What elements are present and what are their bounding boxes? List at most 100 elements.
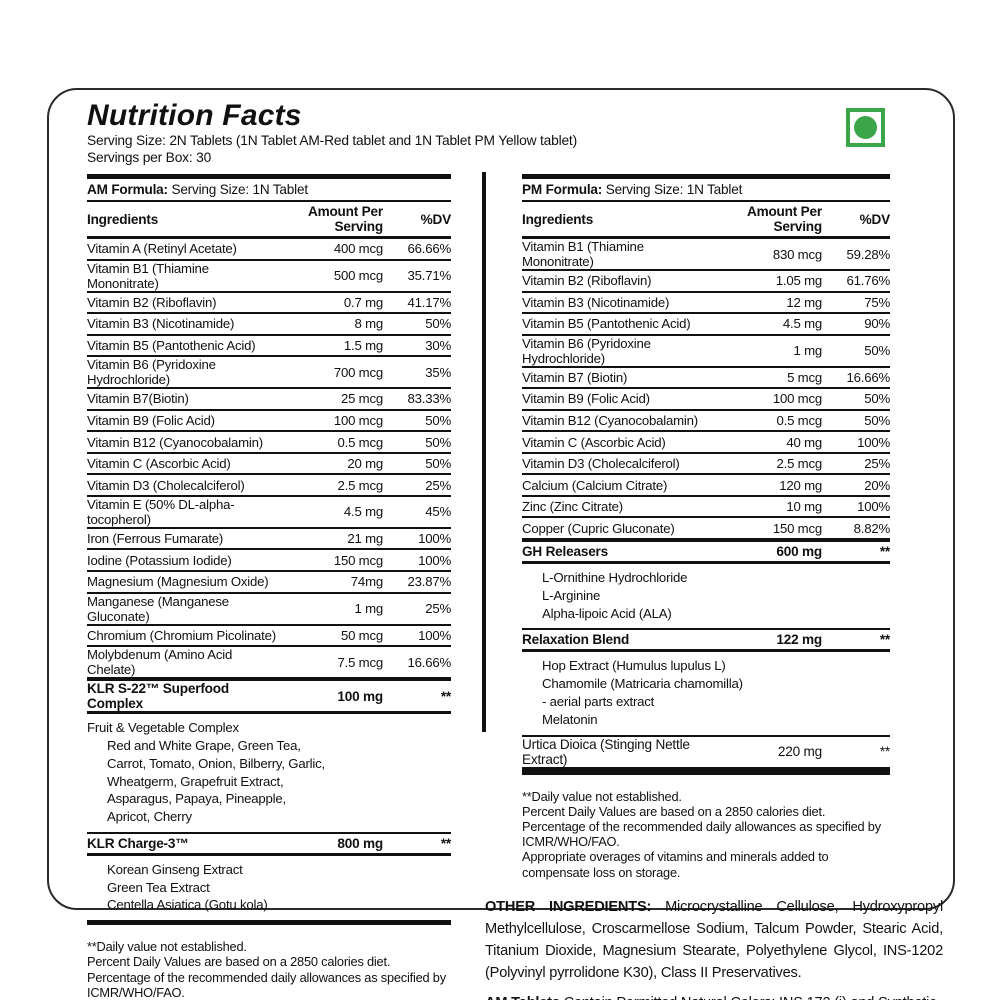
am-column-headers: Ingredients Amount Per Serving %DV bbox=[87, 202, 451, 239]
complex-header-row: KLR Charge-3™ 800 mg ** bbox=[87, 831, 451, 856]
ingredient-name: Vitamin B1 (Thiamine Mononitrate) bbox=[522, 239, 644, 269]
ingredient-name: Vitamin E (50% DL-alpha-tocopherol) bbox=[87, 496, 235, 527]
ingredient-name: Manganese (Manganese Gluconate) bbox=[87, 593, 229, 624]
ingredient-dv: 16.66% bbox=[407, 654, 451, 670]
dv-header: %DV bbox=[859, 211, 891, 227]
table-row: Vitamin B1 (Thiamine Mononitrate) 500 mcg… bbox=[87, 261, 451, 293]
footnote-line: Percentage of the recommended daily allo… bbox=[522, 819, 881, 850]
sub-ingredient: Centella Asiatica (Gotu kola) bbox=[107, 897, 268, 913]
ingredient-name: Iodine (Potassium Iodide) bbox=[87, 552, 232, 568]
table-row: Chromium (Chromium Picolinate) 50 mcg 100% bbox=[87, 626, 451, 648]
pm-column-headers: Ingredients Amount Per Serving %DV bbox=[522, 202, 890, 239]
complex-name: Urtica Dioica (Stinging Nettle Extract) bbox=[522, 736, 690, 767]
ingredient-amount: 40 mg bbox=[786, 434, 822, 450]
ingredient-dv: 23.87% bbox=[407, 574, 451, 590]
page-title: Nutrition Facts bbox=[87, 99, 302, 132]
ingredient-name: Vitamin B6 (Pyridoxine Hydrochloride) bbox=[87, 357, 216, 388]
table-top-rule bbox=[522, 174, 890, 179]
pm-formula-label: PM Formula: bbox=[522, 182, 603, 197]
ingredient-dv: 35.71% bbox=[407, 268, 451, 284]
footnote-line: Appropriate overages of vitamins and min… bbox=[522, 849, 829, 880]
complex-header-row: KLR S-22™ Superfood Complex 100 mg ** bbox=[87, 679, 451, 715]
ingredient-dv: 45% bbox=[425, 504, 451, 520]
ingredient-amount: 20 mg bbox=[347, 456, 383, 472]
table-row: Vitamin B1 (Thiamine Mononitrate) 830 mcg… bbox=[522, 239, 890, 271]
ingredient-amount: 0.5 mcg bbox=[776, 413, 822, 428]
ingredient-dv: 25% bbox=[425, 477, 451, 493]
label-header: Nutrition Facts Serving Size: 2N Tablets… bbox=[87, 100, 807, 166]
other-ingredients-label: OTHER INGREDIENTS: bbox=[485, 898, 652, 915]
ingredient-name: Molybdenum (Amino Acid Chelate) bbox=[87, 647, 233, 678]
table-row: Vitamin B2 (Riboflavin) 1.05 mg 61.76% bbox=[522, 271, 890, 293]
ingredients-header: Ingredients bbox=[522, 211, 594, 227]
ingredient-name: Copper (Cupric Gluconate) bbox=[522, 520, 675, 536]
ingredient-dv: 25% bbox=[864, 456, 890, 472]
table-row: Vitamin B5 (Pantothenic Acid) 4.5 mg 90% bbox=[522, 314, 890, 336]
table-row: Vitamin B5 (Pantothenic Acid) 1.5 mg 30% bbox=[87, 336, 451, 358]
table-row: Vitamin B12 (Cyanocobalamin) 0.5 mcg 50% bbox=[87, 432, 451, 454]
ingredient-name: Vitamin B9 (Folic Acid) bbox=[522, 391, 650, 407]
ingredient-amount: 100 mcg bbox=[772, 391, 822, 407]
complex-header-row: Relaxation Blend 122 mg ** bbox=[522, 628, 890, 653]
complex-amount: 800 mg bbox=[337, 835, 383, 851]
footnote-line: **Daily value not established. bbox=[522, 788, 682, 804]
ingredient-name: Vitamin B12 (Cyanocobalamin) bbox=[522, 413, 698, 428]
ingredient-amount: 50 mcg bbox=[340, 627, 383, 643]
amount-header: Amount Per Serving bbox=[746, 204, 822, 234]
complex-name: GH Releasers bbox=[522, 544, 609, 560]
complex-amount: 100 mg bbox=[337, 688, 383, 704]
complex-name: KLR S-22™ Superfood Complex bbox=[87, 681, 229, 712]
table-row: Vitamin B2 (Riboflavin) 0.7 mg 41.17% bbox=[87, 293, 451, 315]
sub-ingredient: Green Tea Extract bbox=[107, 879, 210, 895]
table-row: Vitamin B6 (Pyridoxine Hydrochloride) 700… bbox=[87, 357, 451, 390]
ingredient-name: Vitamin B5 (Pantothenic Acid) bbox=[522, 316, 691, 332]
ingredient-amount: 830 mcg bbox=[772, 246, 822, 262]
ingredient-amount: 5 mcg bbox=[787, 369, 822, 385]
ingredient-name: Vitamin B3 (Nicotinamide) bbox=[522, 294, 670, 310]
ingredient-amount: 0.7 mg bbox=[343, 294, 383, 310]
ingredient-amount: 150 mcg bbox=[772, 520, 822, 536]
ingredient-name: Vitamin C (Ascorbic Acid) bbox=[522, 434, 666, 450]
ingredient-name: Vitamin D3 (Cholecalciferol) bbox=[522, 456, 680, 472]
pm-formula-serving: Serving Size: 1N Tablet bbox=[605, 182, 743, 197]
ingredient-dv: 8.82% bbox=[853, 520, 891, 536]
am-formula-table: AM Formula: Serving Size: 1N Tablet Ingr… bbox=[87, 174, 451, 926]
table-row: Vitamin D3 (Cholecalciferol) 2.5 mcg 25% bbox=[522, 454, 890, 476]
ingredient-dv: 41.17% bbox=[407, 294, 451, 310]
am-complexes: KLR S-22™ Superfood Complex 100 mg ** Fruit… bbox=[87, 679, 451, 920]
table-bottom-rule bbox=[87, 920, 451, 926]
table-row: Vitamin B6 (Pyridoxine Hydrochloride) 1 m… bbox=[522, 336, 890, 368]
vegetarian-mark-icon bbox=[846, 108, 885, 147]
sub-ingredient: L-Ornithine Hydrochloride bbox=[542, 570, 688, 586]
ingredient-name: Chromium (Chromium Picolinate) bbox=[87, 627, 276, 643]
dv-header: %DV bbox=[420, 211, 452, 227]
pm-formula-table: PM Formula: Serving Size: 1N Tablet Ingr… bbox=[522, 174, 890, 775]
pm-column: PM Formula: Serving Size: 1N Tablet Ingr… bbox=[485, 174, 943, 1000]
sub-ingredient: Fruit & Vegetable Complex bbox=[87, 720, 239, 736]
ingredient-dv: 100% bbox=[418, 531, 451, 547]
ingredient-dv: 100% bbox=[418, 627, 451, 643]
ingredients-header: Ingredients bbox=[87, 211, 159, 227]
ingredient-name: Vitamin B1 (Thiamine Mononitrate) bbox=[87, 260, 209, 291]
ingredient-dv: 50% bbox=[864, 413, 890, 428]
table-row: Iodine (Potassium Iodide) 150 mcg 100% bbox=[87, 550, 451, 573]
complex-sub-ingredients: Hop Extract (Humulus lupulus L) Chamomile… bbox=[522, 652, 890, 734]
ingredient-name: Calcium (Calcium Citrate) bbox=[522, 477, 668, 493]
complex-header-row: Urtica Dioica (Stinging Nettle Extract) 2… bbox=[522, 734, 890, 770]
table-row: Vitamin C (Ascorbic Acid) 20 mg 50% bbox=[87, 454, 451, 476]
table-row: Copper (Cupric Gluconate) 150 mcg 8.82% bbox=[522, 518, 891, 541]
footnote-line: Percentage of the recommended daily allo… bbox=[87, 969, 446, 1000]
ingredient-amount: 1 mg bbox=[354, 601, 383, 617]
ingredient-dv: 20% bbox=[864, 477, 890, 493]
complex-name: Relaxation Blend bbox=[522, 632, 630, 648]
ingredient-amount: 10 mg bbox=[786, 499, 822, 515]
table-row: Vitamin B12 (Cyanocobalamin) 0.5 mcg 50% bbox=[522, 411, 890, 433]
complex-dv: ** bbox=[879, 632, 890, 648]
sub-ingredient: Korean Ginseng Extract bbox=[107, 861, 243, 877]
complex-dv: ** bbox=[440, 688, 451, 704]
complex-amount: 600 mg bbox=[776, 544, 822, 560]
ingredient-amount: 2.5 mcg bbox=[337, 477, 383, 493]
sub-ingredient: Hop Extract (Humulus lupulus L) bbox=[542, 658, 726, 674]
amount-header: Amount Per Serving bbox=[307, 204, 383, 234]
